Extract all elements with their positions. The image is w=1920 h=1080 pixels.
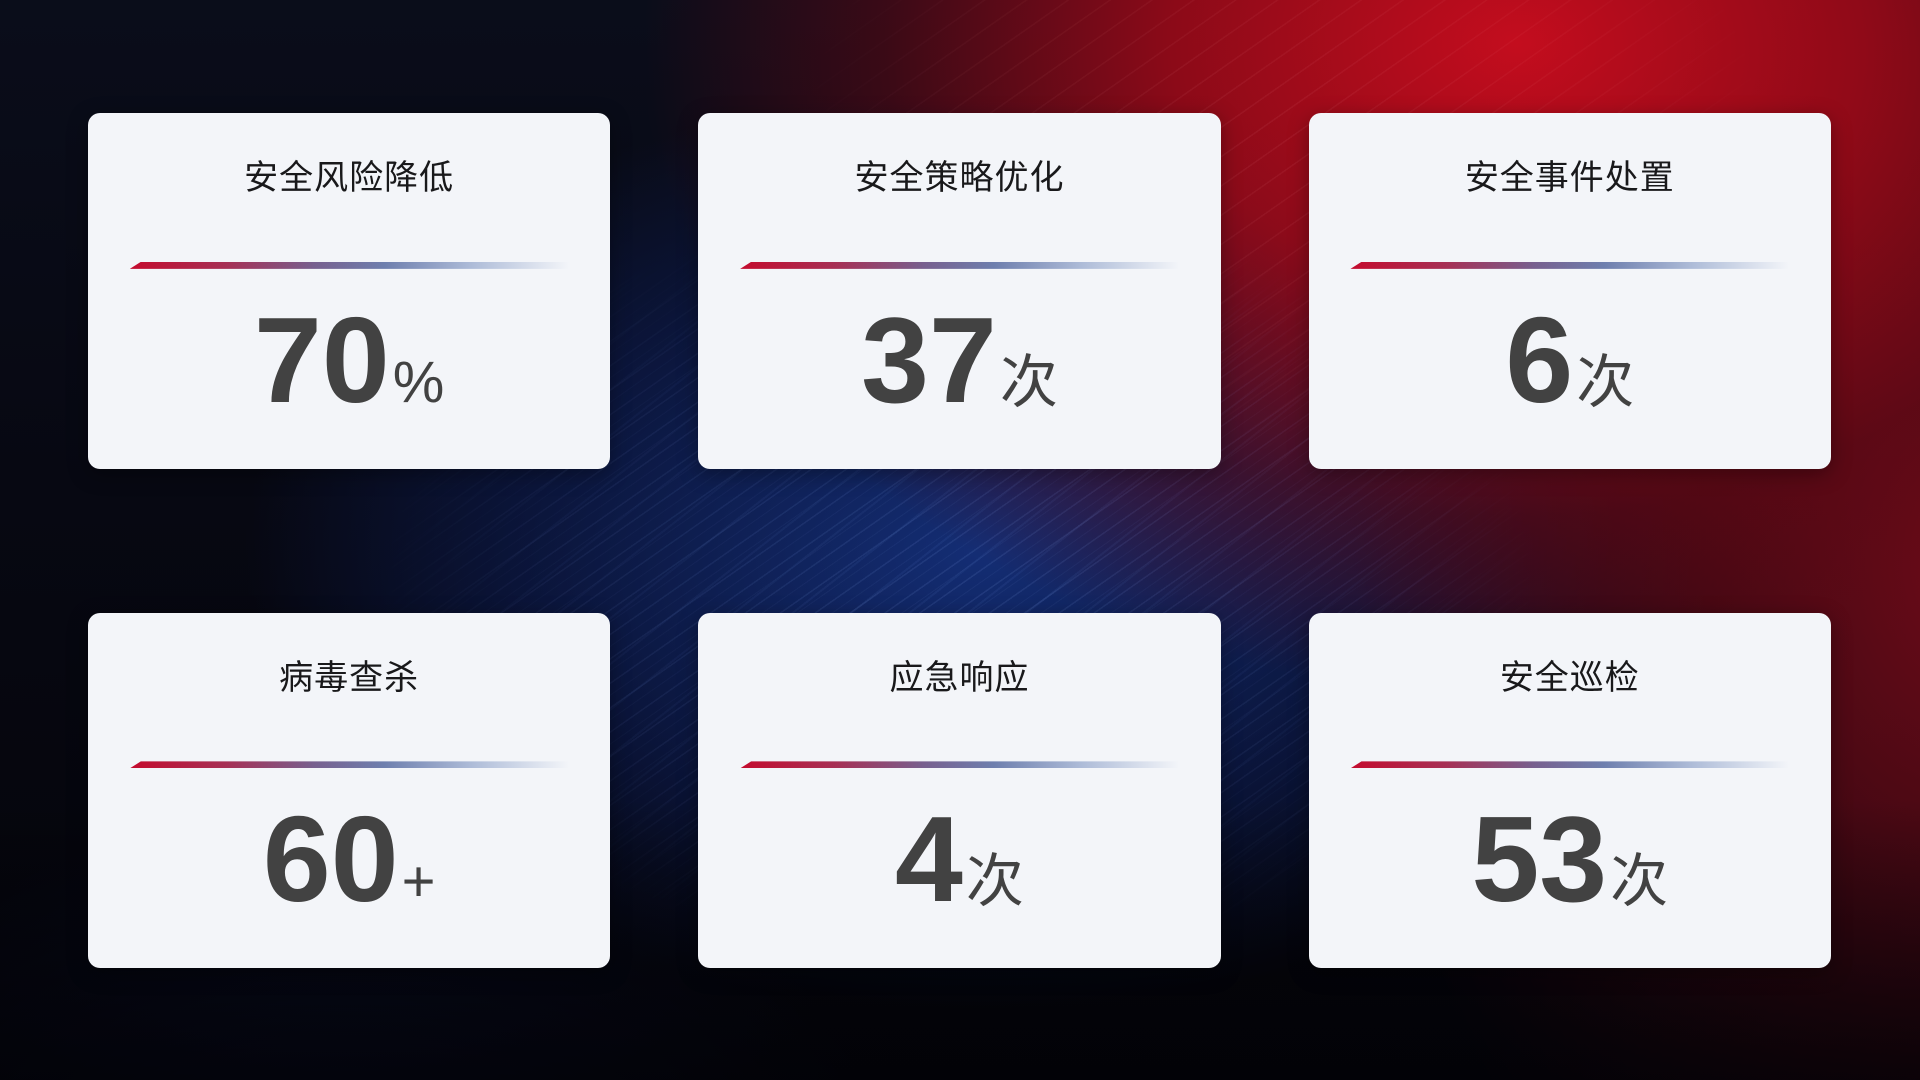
stat-value-line: 4次 [895, 798, 1024, 920]
stat-value-row: 60+ [88, 768, 610, 968]
gradient-divider [1350, 261, 1790, 269]
stat-card-title: 病毒查杀 [279, 658, 420, 697]
stat-value-line: 53次 [1471, 798, 1668, 920]
gradient-divider [740, 761, 1179, 769]
gradient-divider [740, 261, 1179, 269]
stat-value: 37 [861, 291, 997, 428]
stat-value-row: 6次 [1309, 269, 1831, 469]
stat-card: 安全风险降低 70% [88, 113, 611, 469]
stat-value-unit: 次 [1576, 349, 1635, 415]
stat-card-title: 安全巡检 [1499, 658, 1640, 697]
stat-value-line: 70% [254, 299, 444, 421]
gradient-divider [1350, 761, 1790, 769]
stat-value-line: 37次 [861, 299, 1058, 421]
stat-value-unit: % [392, 349, 445, 415]
stat-value: 4 [895, 791, 963, 928]
stat-value-row: 53次 [1309, 768, 1831, 968]
stat-card: 安全巡检 53次 [1308, 612, 1831, 968]
stat-value-unit: 次 [999, 349, 1058, 415]
stat-value-unit: + [401, 849, 436, 915]
stat-value: 6 [1505, 291, 1574, 428]
stat-card: 病毒查杀 60+ [88, 612, 611, 968]
stat-value: 60 [262, 791, 399, 928]
stat-card: 安全策略优化 37次 [698, 113, 1221, 469]
stat-value-row: 70% [88, 269, 610, 469]
stats-grid: 安全风险降低 70% 安全策略优化 37次 安全事件处置 6次 病毒查杀 [88, 113, 1831, 968]
stat-card-title: 应急响应 [889, 658, 1030, 697]
stat-value: 70 [254, 291, 390, 428]
stat-value-line: 6次 [1505, 299, 1634, 421]
stat-value-line: 60+ [263, 798, 436, 920]
gradient-divider [129, 261, 569, 269]
gradient-divider [129, 761, 569, 769]
stat-value-row: 4次 [698, 768, 1220, 968]
stat-value-unit: 次 [965, 849, 1024, 915]
stat-value: 53 [1471, 791, 1608, 928]
stat-card-title: 安全事件处置 [1464, 159, 1675, 197]
stat-card-title: 安全策略优化 [854, 159, 1065, 197]
stat-card: 应急响应 4次 [698, 612, 1221, 968]
stat-value-unit: 次 [1610, 849, 1669, 915]
stat-value-row: 37次 [698, 269, 1220, 469]
stat-card: 安全事件处置 6次 [1308, 113, 1831, 469]
stat-card-title: 安全风险降低 [244, 159, 455, 197]
